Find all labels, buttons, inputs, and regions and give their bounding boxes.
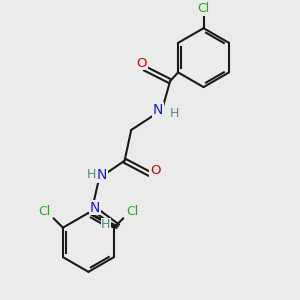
Text: Cl: Cl [39, 205, 51, 218]
Text: N: N [97, 168, 107, 182]
Text: H: H [169, 107, 179, 120]
Text: Cl: Cl [126, 205, 138, 218]
Text: Cl: Cl [197, 2, 210, 15]
Text: O: O [150, 164, 160, 177]
Text: H: H [101, 218, 110, 232]
Text: N: N [153, 103, 163, 117]
Text: H: H [86, 168, 96, 182]
Text: N: N [90, 201, 100, 214]
Text: O: O [137, 56, 147, 70]
